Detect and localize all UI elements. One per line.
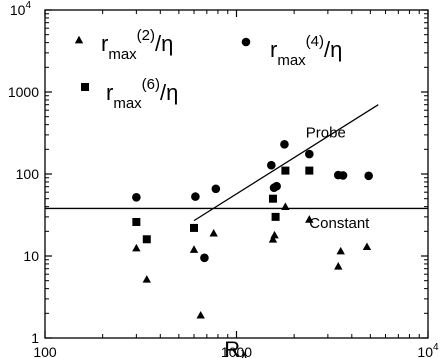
triangle-point <box>270 230 279 239</box>
legend-entry-sup: (2) <box>137 27 155 44</box>
circle-point <box>338 171 348 180</box>
square-point <box>81 83 89 91</box>
y-tick-label-base: 1 <box>31 330 39 346</box>
triangle-point <box>336 246 345 255</box>
triangle-point <box>305 215 314 223</box>
legend-entry-main: r <box>101 31 108 56</box>
circle-point <box>241 37 251 47</box>
y-tick-label: 1 <box>31 330 39 346</box>
legend-entry-sub: max <box>277 52 306 69</box>
fit-lines <box>45 104 428 222</box>
x-tick-label: 104 <box>417 342 439 358</box>
circle-point <box>364 171 373 181</box>
triangle-point <box>209 228 218 237</box>
legend-entry-main: r <box>106 80 113 105</box>
legend-entry-rest: /η <box>155 31 173 56</box>
y-tick-label-base: 10 <box>23 248 39 264</box>
legend-entry-rest: /η <box>324 37 342 62</box>
x-tick-label: 1000 <box>221 344 252 358</box>
legend-entry-rest: /η <box>160 80 178 105</box>
data-points <box>74 35 373 319</box>
y-tick-label-sup: 4 <box>25 0 31 11</box>
probe-label: Probe <box>306 124 346 141</box>
circle-point <box>191 192 200 201</box>
circle-point <box>211 184 221 194</box>
legend-entry: rmax(4)/η <box>270 33 342 69</box>
y-tick-label-base: 100 <box>16 166 40 182</box>
constant-label: Constant <box>309 215 370 232</box>
triangle-point <box>268 235 278 243</box>
square-point <box>268 194 277 203</box>
x-tick-label-base: 1000 <box>221 344 252 358</box>
legend-entry-sub: max <box>113 95 142 112</box>
y-tick-label-base: 10 <box>10 2 26 18</box>
triangle-point <box>196 310 205 319</box>
x-tick-label-base: 10 <box>417 344 433 358</box>
y-tick-label-base: 1000 <box>8 84 39 100</box>
circle-point <box>272 181 281 191</box>
circle-point <box>280 140 289 149</box>
square-point <box>132 217 141 226</box>
x-tick-label-base: 100 <box>33 344 57 358</box>
circle-point <box>305 149 314 159</box>
square-point <box>271 212 280 221</box>
y-tick-label: 100 <box>16 166 40 182</box>
square-point <box>190 223 199 232</box>
square-point <box>281 166 290 175</box>
legend-entry-sup: (6) <box>142 76 160 93</box>
triangle-point <box>189 245 199 253</box>
legend-entry-main: r <box>270 37 277 62</box>
square-point <box>142 235 151 244</box>
x-axis-label-sub: λ <box>240 348 248 358</box>
line-annotations: Probe Constant <box>306 124 370 232</box>
y-tick-label: 104 <box>10 0 32 18</box>
legend-entry-sub: max <box>108 46 137 63</box>
x-axis-label: Rλ <box>224 337 248 358</box>
x-tick-label-sup: 4 <box>433 342 439 353</box>
triangle-point <box>74 35 84 44</box>
y-tick-label: 1000 <box>8 84 39 100</box>
triangle-point <box>362 242 372 251</box>
triangle-point <box>142 275 151 283</box>
triangle-point <box>281 202 290 210</box>
y-tick-label: 10 <box>23 248 39 264</box>
circle-point <box>267 160 276 170</box>
triangle-point <box>132 243 141 252</box>
line-probe <box>193 104 379 222</box>
square-point <box>305 166 314 175</box>
legend-entry-sup: (4) <box>306 33 324 50</box>
triangle-point <box>334 262 343 270</box>
circle-point <box>132 192 141 202</box>
legend-entry: rmax(6)/η <box>106 76 178 112</box>
x-axis-label-main: R <box>224 337 240 358</box>
legend-entry: rmax(2)/η <box>101 27 173 63</box>
x-tick-label: 100 <box>33 344 57 358</box>
circle-point <box>200 253 209 263</box>
